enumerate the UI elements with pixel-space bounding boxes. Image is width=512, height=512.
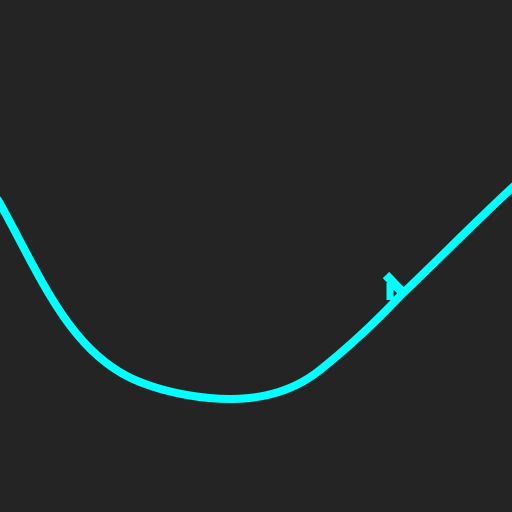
arrow-marker-stem — [382, 271, 408, 298]
arrow-marker-icon — [382, 271, 408, 300]
valley-curve — [0, 182, 512, 403]
